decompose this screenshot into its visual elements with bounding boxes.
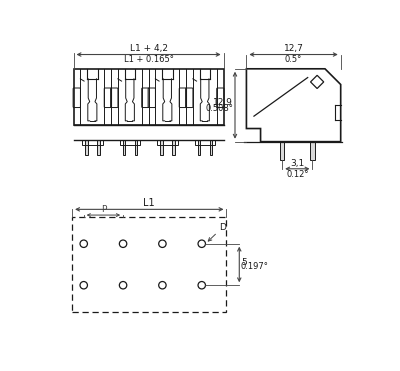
Polygon shape — [134, 140, 137, 154]
Text: L1 + 0.165°: L1 + 0.165° — [124, 55, 174, 64]
Text: P: P — [101, 205, 106, 214]
Text: L1 + 4,2: L1 + 4,2 — [130, 44, 168, 53]
Text: 12,7: 12,7 — [284, 44, 304, 53]
Polygon shape — [122, 140, 125, 154]
Polygon shape — [210, 140, 212, 154]
Polygon shape — [280, 142, 284, 160]
Bar — [157, 140, 178, 145]
Text: 0.197°: 0.197° — [241, 262, 269, 271]
Polygon shape — [160, 140, 163, 154]
Polygon shape — [198, 140, 200, 154]
Polygon shape — [97, 140, 100, 154]
Polygon shape — [310, 142, 314, 160]
Bar — [72, 217, 226, 312]
Polygon shape — [172, 140, 175, 154]
Text: D: D — [219, 223, 226, 232]
Bar — [120, 140, 140, 145]
Text: 5: 5 — [241, 258, 247, 267]
Polygon shape — [85, 140, 88, 154]
Bar — [194, 140, 215, 145]
Bar — [82, 140, 103, 145]
Text: 3,1: 3,1 — [290, 159, 304, 168]
Text: 0.5°: 0.5° — [285, 55, 302, 64]
Text: L1: L1 — [144, 198, 155, 208]
Text: 12,9: 12,9 — [214, 98, 233, 107]
Text: 0.12°: 0.12° — [286, 170, 308, 179]
Bar — [74, 69, 224, 125]
Text: 0.508°: 0.508° — [206, 104, 233, 112]
